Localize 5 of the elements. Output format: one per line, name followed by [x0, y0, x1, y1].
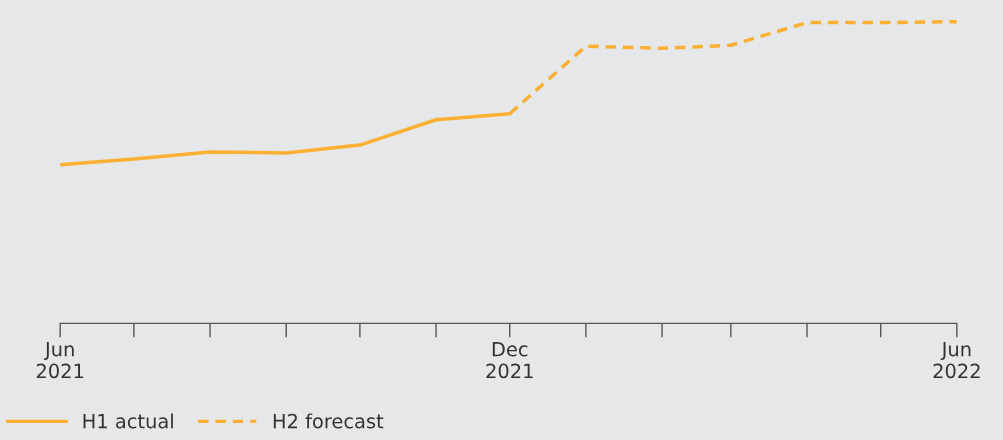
legend-label: H2 forecast [273, 413, 384, 429]
x-tick-label: Jun 2021 [36, 342, 84, 379]
x-tick-label: Jun 2022 [933, 342, 980, 379]
x-tick-label: Dec 2021 [486, 342, 533, 379]
legend-label: H1 actual [83, 413, 173, 429]
